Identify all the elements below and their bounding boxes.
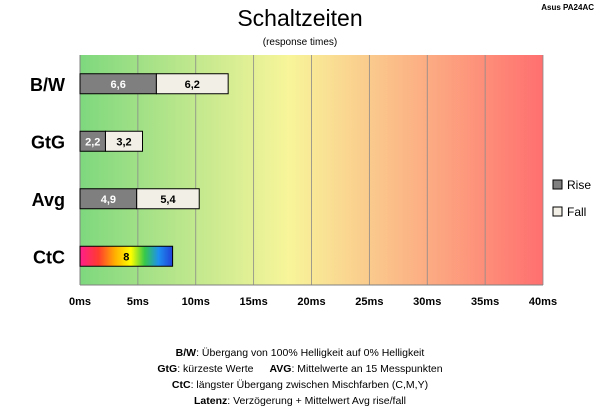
x-tick-label: 35ms — [471, 296, 499, 308]
legend-swatch-rise — [552, 179, 563, 190]
rise-value-label: 6,6 — [111, 79, 126, 91]
footnote-gtg-label: GtG — [157, 363, 178, 375]
ctc-bar — [79, 245, 174, 267]
footnote-latency: Latenz: Verzögerung + Mittelwert Avg ris… — [0, 393, 600, 409]
category-label: Avg — [32, 190, 65, 210]
rise-value-label: 4,9 — [101, 194, 116, 206]
x-tick-label: 20ms — [297, 296, 325, 308]
category-label: B/W — [30, 75, 65, 95]
fall-value-label: 6,2 — [185, 79, 200, 91]
chart-title: Schaltzeiten — [237, 5, 363, 31]
footnote-bw: B/W: Übergang von 100% Helligkeit auf 0%… — [0, 345, 600, 361]
legend-label-fall: Fall — [567, 205, 586, 219]
chart-svg: 0ms 5ms 10ms 15ms 20ms 25ms 30ms 35ms 40ms B/W 6,6… — [30, 55, 591, 308]
chart-footnotes: B/W: Übergang von 100% Helligkeit auf 0%… — [0, 345, 600, 409]
fall-value-label: 3,2 — [116, 136, 131, 148]
x-tick-label: 5ms — [127, 296, 149, 308]
x-tick-label: 15ms — [240, 296, 268, 308]
footnote-ctc-text: : längster Übergang zwischen Mischfarben… — [190, 379, 429, 391]
footnote-latency-text: : Verzögerung + Mittelwert Avg rise/fall — [227, 395, 406, 407]
footnote-avg-text: : Mittelwerte an 15 Messpunkten — [291, 363, 443, 375]
rise-value-label: 2,2 — [85, 136, 100, 148]
ctc-value-label: 8 — [123, 251, 129, 263]
x-tick-label: 40ms — [529, 296, 557, 308]
category-label: CtC — [33, 247, 65, 267]
monitor-model-label: Asus PA24AC — [541, 3, 594, 12]
legend-label-rise: Rise — [567, 178, 591, 192]
x-tick-label: 10ms — [182, 296, 210, 308]
fall-bar — [155, 73, 229, 95]
x-tick-label: 30ms — [413, 296, 441, 308]
fall-bar — [104, 130, 144, 152]
fall-bar — [136, 188, 200, 210]
footnote-gtg-text: : kürzeste Werte — [177, 363, 254, 375]
category-label: GtG — [31, 132, 65, 152]
footnote-ctc: CtC: längster Übergang zwischen Mischfar… — [0, 377, 600, 393]
fall-value-label: 5,4 — [160, 194, 176, 206]
footnote-avg-label: AVG — [269, 363, 292, 375]
chart-subtitle: (response times) — [262, 37, 338, 48]
footnote-latency-label: Latenz — [194, 395, 228, 407]
x-tick-label: 0ms — [69, 296, 91, 308]
legend-swatch-fall — [552, 206, 563, 217]
footnote-bw-label: B/W — [175, 347, 197, 359]
footnote-ctc-label: CtC — [171, 379, 191, 391]
footnote-bw-text: : Übergang von 100% Helligkeit auf 0% He… — [196, 347, 425, 359]
footnote-gtg-avg: GtG: kürzeste Werte AVG: Mittelwerte an 1… — [0, 361, 600, 377]
x-tick-label: 25ms — [355, 296, 383, 308]
